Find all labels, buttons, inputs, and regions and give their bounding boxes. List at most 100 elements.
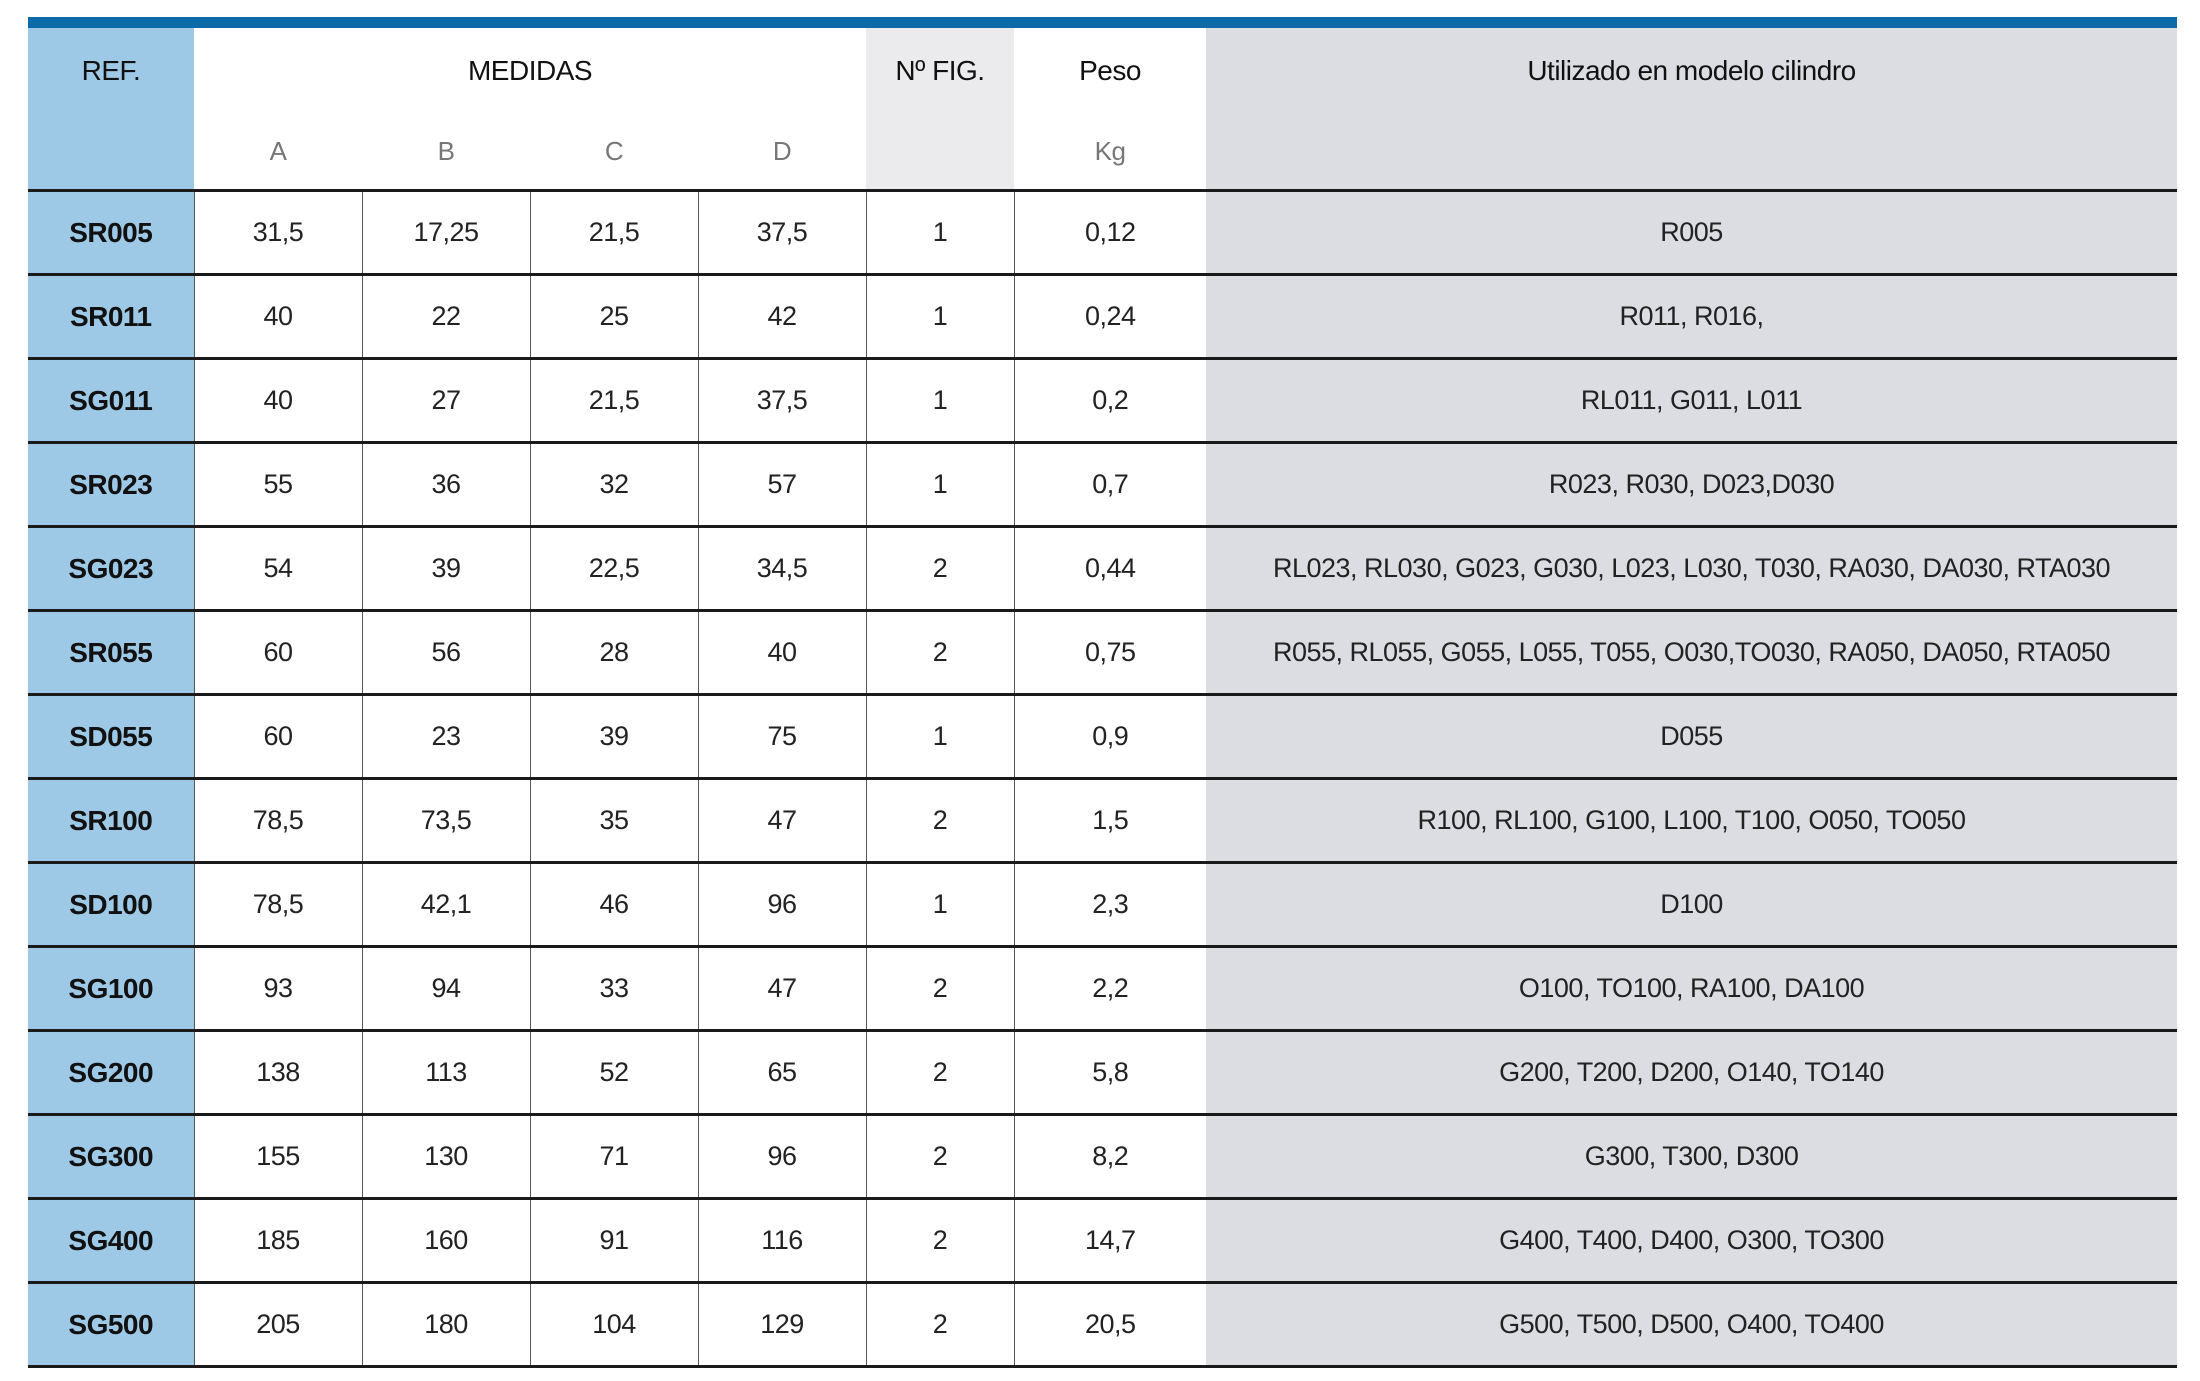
table-cell: 2 <box>865 610 1015 696</box>
table-cell: 34,5 <box>697 526 867 612</box>
table-cell: 104 <box>529 1282 698 1368</box>
table-cell: 0,7 <box>1013 442 1207 528</box>
table-cell: 39 <box>361 526 530 612</box>
top-bar <box>28 17 2177 28</box>
table-cell: 185 <box>193 1198 362 1284</box>
table-cell: G300, T300, D300 <box>1206 1114 2178 1200</box>
table-cell: 23 <box>361 694 530 780</box>
table-cell: R055, RL055, G055, L055, T055, O030,TO03… <box>1206 610 2178 696</box>
table-cell: 71 <box>529 1114 698 1200</box>
table-cell: 96 <box>697 862 867 948</box>
table-cell: 60 <box>193 694 362 780</box>
ref-cell: SR023 <box>28 442 194 528</box>
table-cell: 2 <box>865 526 1015 612</box>
table-row: SG400 185 160 91 116 2 14,7 G400, T400, D400, O… <box>28 1198 2178 1284</box>
table-cell: 1 <box>865 442 1015 528</box>
table-cell: 73,5 <box>361 778 530 864</box>
table-cell: 75 <box>697 694 867 780</box>
ref-cell: SG400 <box>28 1198 194 1284</box>
ref-cell: SR100 <box>28 778 194 864</box>
table-cell: 35 <box>529 778 698 864</box>
table-cell: 1 <box>865 358 1015 444</box>
table-row: SG023 54 39 22,5 34,5 2 0,44 RL023, RL030, G023… <box>28 526 2178 612</box>
table-cell: 2 <box>865 1114 1015 1200</box>
table-row: SD055 60 23 39 75 1 0,9 D055 <box>28 694 2178 780</box>
table-cell: 21,5 <box>529 358 698 444</box>
table-cell: R100, RL100, G100, L100, T100, O050, TO0… <box>1206 778 2178 864</box>
table-cell: 46 <box>529 862 698 948</box>
table-cell: 39 <box>529 694 698 780</box>
table-cell: 160 <box>361 1198 530 1284</box>
table-cell: 0,24 <box>1013 274 1207 360</box>
table-cell: 1 <box>865 694 1015 780</box>
table-cell: 2 <box>865 1282 1015 1368</box>
table-cell: 2 <box>865 778 1015 864</box>
table-row: SR023 55 36 32 57 1 0,7 R023, R030, D023,D030 <box>28 442 2178 528</box>
table-cell: 78,5 <box>193 778 362 864</box>
table-cell: 0,2 <box>1013 358 1207 444</box>
table-cell: 37,5 <box>697 358 867 444</box>
subheader: B <box>362 114 530 192</box>
table: REF. MEDIDAS Nº FIG. Peso Utilizado en m… <box>28 28 2178 1368</box>
table-cell: 94 <box>361 946 530 1032</box>
table-cell: 47 <box>697 778 867 864</box>
table-cell: 42,1 <box>361 862 530 948</box>
table-row: SR055 60 56 28 40 2 0,75 R055, RL055, G055, L05… <box>28 610 2178 696</box>
table-cell: 40 <box>193 358 362 444</box>
header-utilizado: Utilizado en modelo cilindro <box>1206 28 2178 114</box>
table-cell: 40 <box>697 610 867 696</box>
table-row: SG300 155 130 71 96 2 8,2 G300, T300, D300 <box>28 1114 2178 1200</box>
table-cell: 96 <box>697 1114 867 1200</box>
table-cell: 2,2 <box>1013 946 1207 1032</box>
table-cell: 5,8 <box>1013 1030 1207 1116</box>
ref-cell: SG500 <box>28 1282 194 1368</box>
ref-cell: SD055 <box>28 694 194 780</box>
table-cell: 56 <box>361 610 530 696</box>
header-peso: Peso <box>1079 55 1141 86</box>
table-cell: 93 <box>193 946 362 1032</box>
table-cell: G200, T200, D200, O140, TO140 <box>1206 1030 2178 1116</box>
table-cell: 1 <box>865 274 1015 360</box>
table-cell: 33 <box>529 946 698 1032</box>
table-cell: R023, R030, D023,D030 <box>1206 442 2178 528</box>
table-cell: 2 <box>865 1030 1015 1116</box>
table-cell: 65 <box>697 1030 867 1116</box>
table-cell: 2,3 <box>1013 862 1207 948</box>
table-cell: 78,5 <box>193 862 362 948</box>
table-row: SR011 40 22 25 42 1 0,24 R011, R016, <box>28 274 2178 360</box>
header-fig: Nº FIG. <box>866 28 1015 114</box>
table-cell: O100, TO100, RA100, DA100 <box>1206 946 2178 1032</box>
table-cell: 116 <box>697 1198 867 1284</box>
table-row: SG100 93 94 33 47 2 2,2 O100, TO100, RA100, DA1… <box>28 946 2178 1032</box>
table-cell: 129 <box>697 1282 867 1368</box>
table-body: SR005 31,5 17,25 21,5 37,5 1 0,12 R005 SR011 40 22… <box>28 190 2178 1368</box>
ref-cell: SG200 <box>28 1030 194 1116</box>
table-row: SG011 40 27 21,5 37,5 1 0,2 RL011, G011, L011 <box>28 358 2178 444</box>
table-cell: 47 <box>697 946 867 1032</box>
table-cell: 14,7 <box>1013 1198 1207 1284</box>
table-cell: 42 <box>697 274 867 360</box>
table-cell: 22 <box>361 274 530 360</box>
table-cell: 36 <box>361 442 530 528</box>
table-cell: 8,2 <box>1013 1114 1207 1200</box>
ref-cell: SG100 <box>28 946 194 1032</box>
table-cell: 25 <box>529 274 698 360</box>
table-cell: 205 <box>193 1282 362 1368</box>
table-row: SG500 205 180 104 129 2 20,5 G500, T500, D500, … <box>28 1282 2178 1368</box>
subheader: Kg <box>1014 114 1207 192</box>
table-row: SR100 78,5 73,5 35 47 2 1,5 R100, RL100, G100, … <box>28 778 2178 864</box>
table-cell: 1,5 <box>1013 778 1207 864</box>
header-cell <box>866 114 1015 192</box>
table-cell: 52 <box>529 1030 698 1116</box>
ref-cell: SR011 <box>28 274 194 360</box>
table-cell: 2 <box>865 946 1015 1032</box>
table-cell: 17,25 <box>361 190 530 276</box>
table-cell: 0,12 <box>1013 190 1207 276</box>
table-cell: 55 <box>193 442 362 528</box>
table-cell: 22,5 <box>529 526 698 612</box>
table-cell: R005 <box>1206 190 2178 276</box>
table-cell: R011, R016, <box>1206 274 2178 360</box>
table-cell: 1 <box>865 190 1015 276</box>
table-cell: 91 <box>529 1198 698 1284</box>
